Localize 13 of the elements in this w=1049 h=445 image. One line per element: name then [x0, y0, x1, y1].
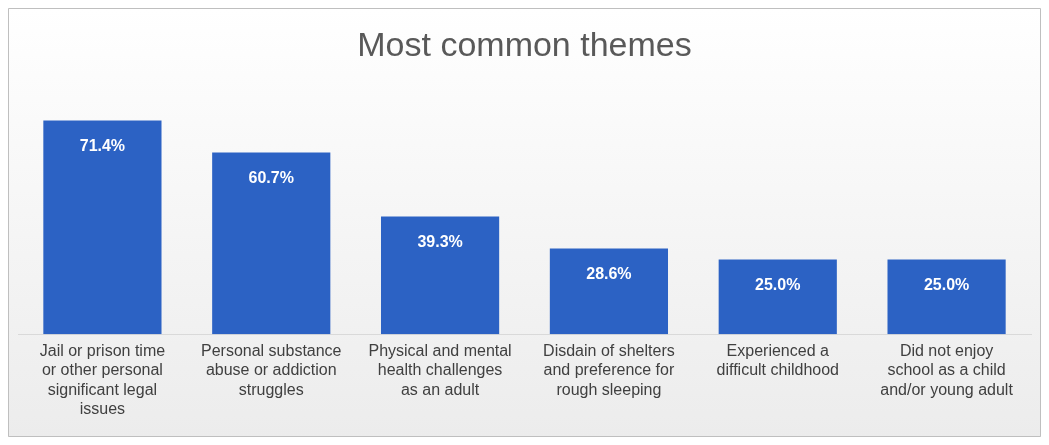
x-tick-label: Experienced a difficult childhood — [716, 342, 839, 379]
x-tick-label: Personal substance abuse or addiction struggles — [200, 342, 342, 398]
x-tick-label: Physical and mental health challenges as an adult — [368, 342, 512, 398]
data-label: 25.0% — [755, 275, 801, 293]
data-label: 28.6% — [586, 265, 632, 283]
chart-title: Most common themes — [357, 24, 692, 63]
data-label: 25.0% — [923, 275, 970, 293]
x-tick-label: Did not enjoy school as a child and/or young adult — [880, 342, 1014, 398]
data-label: 71.4% — [79, 136, 126, 154]
x-tick-label: Disdain of shelters and preference for rough sleeping — [543, 342, 675, 398]
data-label: 39.3% — [417, 233, 463, 250]
data-label: 60.7% — [248, 168, 294, 186]
x-tick-label: Jail or prison time or other personal significant legal issues — [39, 342, 166, 417]
